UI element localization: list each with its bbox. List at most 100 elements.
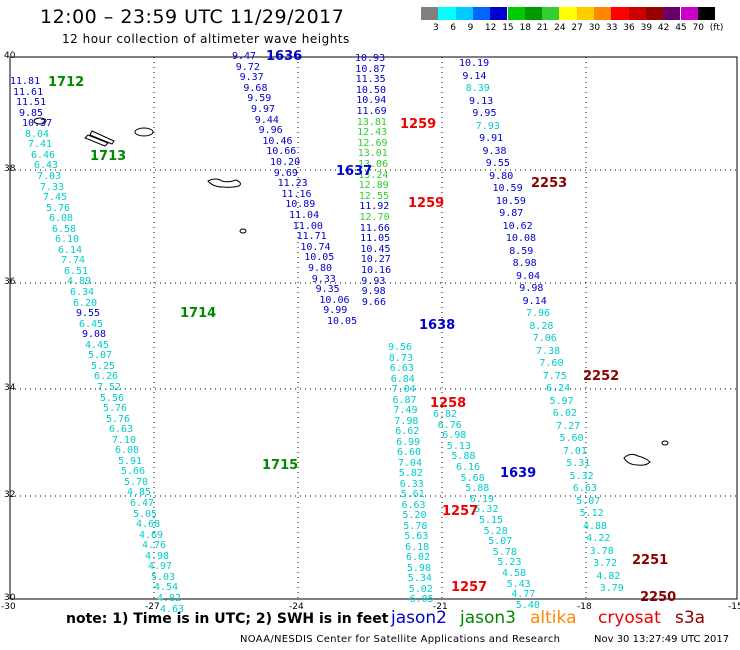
lon-tick-label: -15 xyxy=(728,602,740,612)
color-swatch xyxy=(611,7,629,20)
swh-value: 9.98 xyxy=(519,283,544,294)
note-text: note: 1) Time is in UTC; 2) SWH is in fe… xyxy=(66,611,389,627)
swh-value: 11.16 xyxy=(281,188,312,200)
island-terceira xyxy=(134,127,154,137)
azores-islands xyxy=(33,117,669,466)
swh-value: 5.40 xyxy=(515,599,540,611)
lat-tick-label: 40 xyxy=(4,51,16,61)
swh-value: 9.72 xyxy=(235,61,260,73)
swh-value: 10.20 xyxy=(270,157,301,168)
color-swatch xyxy=(455,7,473,20)
track-time-label: 1259 xyxy=(400,117,437,132)
lat-lon-grid xyxy=(10,57,737,599)
track-time-label: 1258 xyxy=(430,396,467,411)
color-tick-label: 36 xyxy=(623,23,635,33)
swh-value: 6.63 xyxy=(572,483,597,494)
swh-value: 5.88 xyxy=(465,483,490,495)
swh-value: 4.68 xyxy=(136,519,161,531)
swh-value: 6.02 xyxy=(406,552,431,563)
swh-value: 8.39 xyxy=(465,83,490,94)
swh-value: 9.59 xyxy=(247,93,272,105)
swh-value: 8.59 xyxy=(509,245,534,257)
color-tick-label: 45 xyxy=(675,23,687,33)
swh-value: 7.98 xyxy=(394,415,419,427)
swh-value: 9.87 xyxy=(499,208,524,219)
track-time-label: 1259 xyxy=(408,196,445,211)
swh-value: 9.38 xyxy=(482,145,507,157)
footer-timestamp: Nov 30 13:27:49 UTC 2017 xyxy=(594,634,730,645)
swh-value: 4.82 xyxy=(596,570,621,582)
track-time-label: 1715 xyxy=(262,458,299,473)
swh-value: 5.97 xyxy=(549,395,574,407)
swh-value: 10.06 xyxy=(319,294,350,306)
swh-value: 10.74 xyxy=(300,241,331,253)
color-swatch xyxy=(524,7,543,20)
swh-value: 5.63 xyxy=(404,531,429,542)
swh-value: 4.89 xyxy=(67,276,92,288)
swh-value: 10.19 xyxy=(459,58,490,69)
swh-value: 6.99 xyxy=(396,436,421,448)
swh-value: 13.06 xyxy=(358,159,389,170)
swh-value: 9.80 xyxy=(489,170,514,182)
swh-value: 6.08 xyxy=(49,213,74,225)
lat-tick-label: 36 xyxy=(4,277,16,287)
swh-value: 11.69 xyxy=(356,106,387,117)
swh-value: 7.93 xyxy=(475,120,500,132)
swh-value: 10.27 xyxy=(360,254,391,266)
swh-value: 6.33 xyxy=(399,478,424,490)
swh-value: 12.55 xyxy=(358,190,389,202)
lon-tick-label: -30 xyxy=(1,602,16,612)
swh-value: 5.34 xyxy=(407,573,432,584)
swh-value: 5.12 xyxy=(579,508,604,519)
swh-value: 7.04 xyxy=(397,457,422,469)
swh-value: 5.56 xyxy=(100,392,125,404)
swh-value: 5.20 xyxy=(402,510,427,521)
swh-value: 9.97 xyxy=(251,104,276,115)
swh-value: 6.02 xyxy=(552,408,577,419)
lon-tick-label: -21 xyxy=(433,602,448,612)
swh-value: 5.25 xyxy=(91,360,116,372)
swh-value: 5.82 xyxy=(398,468,423,479)
color-tick-label: 42 xyxy=(657,23,670,33)
color-swatch xyxy=(472,7,491,20)
swh-value: 5.13 xyxy=(446,440,471,452)
swh-value: 5.15 xyxy=(479,515,504,526)
color-swatch xyxy=(542,7,560,20)
swh-value: 6.05 xyxy=(409,594,434,605)
swh-value: 5.02 xyxy=(408,583,433,595)
swh-value: 5.07 xyxy=(88,350,113,362)
island-flores xyxy=(33,117,47,125)
track-time-label: 2252 xyxy=(583,369,620,384)
swh-value: 10.89 xyxy=(285,199,316,211)
swh-value: 6.63 xyxy=(109,424,134,436)
swh-value: 10.05 xyxy=(304,252,335,264)
swh-value: 6.16 xyxy=(456,462,481,473)
swh-value: 5.78 xyxy=(492,546,517,558)
swh-value: 6.51 xyxy=(64,265,89,277)
swh-value: 6.43 xyxy=(34,160,59,172)
swh-value: 4.63 xyxy=(160,603,185,615)
lon-tick-label: -18 xyxy=(577,602,592,612)
swh-value: 13.24 xyxy=(358,169,389,181)
swh-value: 13.01 xyxy=(357,148,388,160)
color-swatch xyxy=(421,7,439,20)
chart-title: 12:00 – 23:59 UTC 11/29/2017 xyxy=(40,6,345,28)
map-frame xyxy=(9,56,738,600)
swh-value: 13.81 xyxy=(356,116,387,128)
swh-value: 5.07 xyxy=(488,536,513,548)
color-swatch xyxy=(438,7,456,20)
swh-value: 11.00 xyxy=(292,220,323,232)
color-swatch xyxy=(680,7,698,20)
color-tick-label: 21 xyxy=(536,23,549,33)
island-sao-miguel xyxy=(207,178,241,188)
swh-value: 6.60 xyxy=(397,447,422,458)
swh-value: 4.77 xyxy=(511,589,536,601)
swh-value: 4.69 xyxy=(139,529,164,541)
swh-value: 9.99 xyxy=(323,305,348,317)
swh-value: 5.03 xyxy=(151,571,176,583)
swh-value: 7.33 xyxy=(40,181,65,193)
swh-value: 10.59 xyxy=(495,195,526,207)
swh-value: 3.78 xyxy=(589,545,614,557)
swh-value: 7.52 xyxy=(97,381,122,393)
